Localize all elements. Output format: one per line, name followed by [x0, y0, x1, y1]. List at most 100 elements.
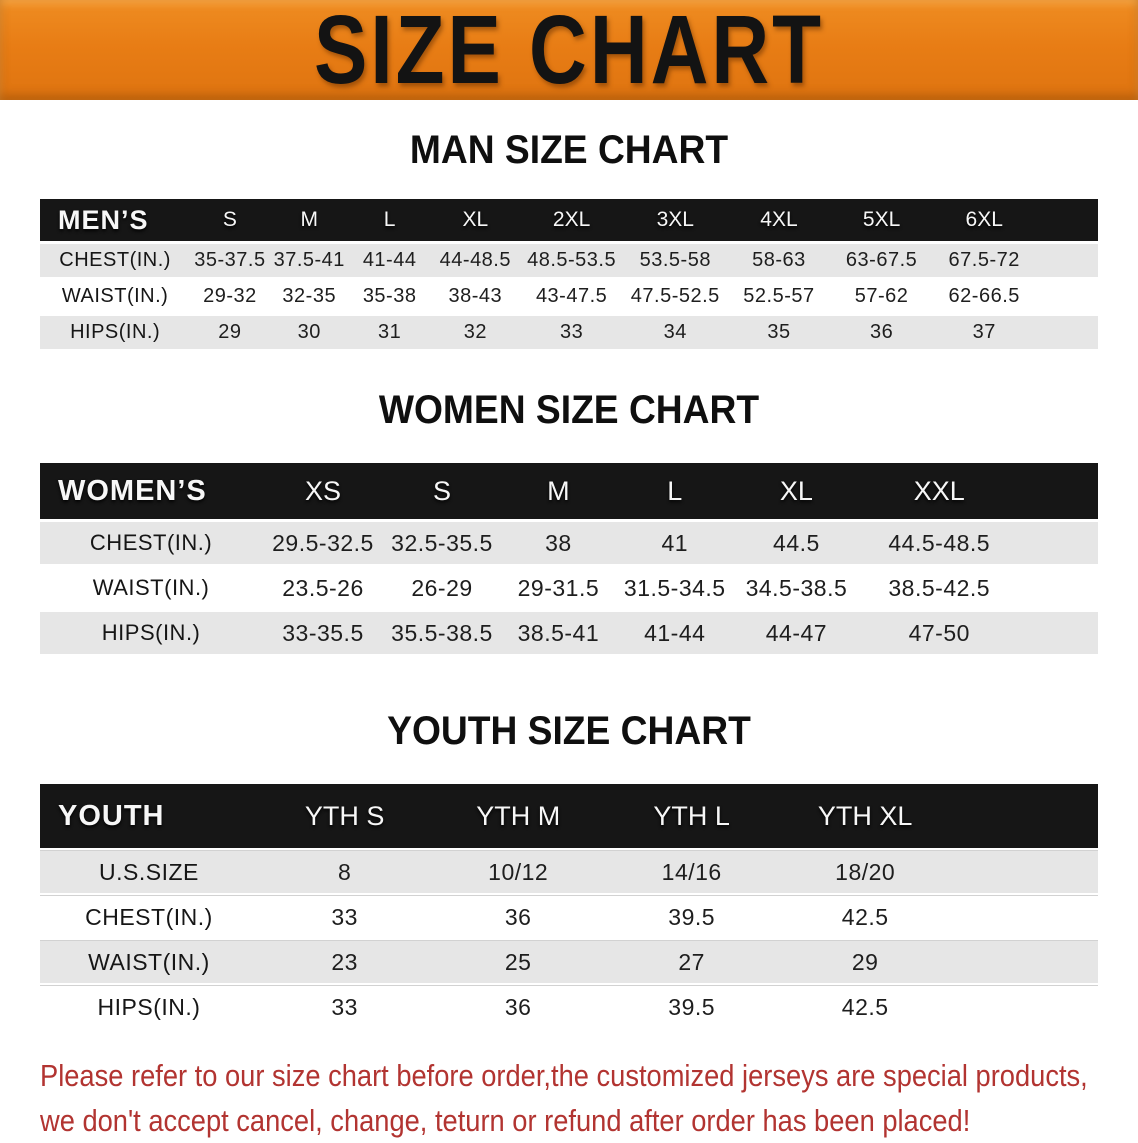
size-value: 35-37.5: [194, 249, 266, 271]
size-value: 14/16: [661, 858, 722, 885]
table-corner-label: WOMEN’S: [40, 463, 263, 519]
women-section-heading: WOMEN SIZE CHART: [378, 388, 760, 432]
size-value: 37.5-41: [273, 249, 345, 271]
size-value: 44-48.5: [439, 249, 511, 271]
table-row: HIPS(IN.) 33 36 39.5 42.5: [40, 986, 1098, 1028]
size-value: 29: [218, 321, 242, 343]
size-column-header: 6XL: [932, 199, 1036, 241]
row-spacer: [1019, 612, 1098, 654]
banner: SIZE CHART: [0, 0, 1138, 100]
size-value: 44-47: [765, 619, 828, 646]
size-column-header: L: [348, 199, 431, 241]
size-value: 32: [463, 321, 487, 343]
size-value: 36: [869, 321, 894, 343]
size-column-header: 5XL: [830, 199, 933, 241]
size-value: 44.5-48.5: [888, 529, 991, 556]
row-spacer: [952, 896, 1098, 938]
size-column-header: S: [190, 199, 270, 241]
youth-size-table: YOUTH YTH S YTH M YTH L YTH XL U.S.SIZE 8 10/12…: [40, 781, 1098, 1031]
size-value: 48.5-53.5: [527, 249, 617, 271]
table-row: CHEST(IN.) 33 36 39.5 42.5: [40, 896, 1098, 938]
size-column-header: XXL: [859, 463, 1019, 519]
size-value: 33-35.5: [282, 619, 364, 646]
size-value: 32.5-35.5: [391, 529, 493, 556]
size-column-header: YTH XL: [778, 784, 952, 848]
size-value: 29.5-32.5: [272, 529, 374, 556]
size-value: 38.5-42.5: [888, 574, 991, 601]
table-corner-label: YOUTH: [40, 784, 258, 848]
size-value: 47-50: [908, 619, 970, 646]
footer-note: Please refer to our size chart before or…: [40, 1053, 1118, 1143]
youth-section-heading: YOUTH SIZE CHART: [387, 709, 751, 753]
table-row: HIPS(IN.) 29 30 31 32 33 34 35 36 37: [40, 316, 1098, 349]
size-value: 32-35: [282, 285, 337, 307]
row-label: HIPS(IN.): [101, 620, 201, 645]
size-column-header: 2XL: [520, 199, 623, 241]
row-spacer: [952, 941, 1098, 983]
row-spacer: [1036, 280, 1098, 313]
size-column-header: XL: [430, 199, 521, 241]
size-column-header: 3XL: [622, 199, 728, 241]
youth-table: YOUTH YTH S YTH M YTH L YTH XL U.S.SIZE 8 10/12…: [40, 781, 1098, 1031]
size-value: 18/20: [835, 858, 896, 885]
size-value: 38: [545, 529, 572, 556]
row-label: CHEST(IN.): [89, 530, 213, 555]
row-spacer: [952, 851, 1098, 893]
size-value: 31: [378, 321, 402, 343]
men-size-table: MEN’S S M L XL 2XL 3XL 4XL 5XL 6XL CHEST(IN.) 35-37…: [40, 196, 1098, 352]
row-label: CHEST(IN.): [59, 249, 171, 271]
size-value: 63-67.5: [845, 249, 918, 271]
header-spacer: [1035, 199, 1098, 241]
size-value: 37: [972, 321, 996, 343]
size-value: 36: [504, 993, 532, 1020]
row-label: CHEST(IN.): [85, 903, 213, 930]
header-row: MEN’S S M L XL 2XL 3XL 4XL 5XL 6XL: [40, 199, 1098, 241]
row-label: WAIST(IN.): [92, 575, 210, 600]
size-value: 35: [767, 321, 791, 343]
size-value: 33: [331, 993, 358, 1020]
size-column-header: XS: [262, 463, 384, 519]
table-row: WAIST(IN.) 23 25 27 29: [40, 941, 1098, 983]
size-column-header: M: [269, 199, 349, 241]
row-spacer: [1019, 567, 1098, 609]
size-value: 39.5: [668, 903, 716, 930]
table-row: CHEST(IN.) 29.5-32.5 32.5-35.5 38 41 44.5 44.5…: [40, 522, 1098, 564]
size-value: 41-44: [644, 619, 706, 646]
size-value: 35.5-38.5: [391, 619, 493, 646]
size-value: 52.5-57: [743, 285, 815, 307]
size-value: 67.5-72: [948, 249, 1020, 271]
row-label: U.S.SIZE: [99, 858, 199, 885]
size-value: 8: [338, 858, 352, 885]
size-value: 26-29: [411, 574, 473, 601]
size-value: 41: [661, 529, 689, 556]
size-column-header: XL: [732, 463, 860, 519]
size-value: 23.5-26: [282, 574, 364, 601]
row-spacer: [952, 986, 1098, 1028]
women-size-table: WOMEN’S XS S M L XL XXL CHEST(IN.) 29.5-32.5 32.5…: [40, 460, 1098, 657]
row-label: WAIST(IN.): [88, 948, 210, 975]
size-value: 39.5: [668, 993, 716, 1020]
size-value: 47.5-52.5: [630, 285, 720, 307]
size-value: 29-31.5: [517, 574, 600, 601]
size-value: 44.5: [773, 529, 820, 556]
size-value: 34.5-38.5: [745, 574, 848, 601]
size-value: 57-62: [854, 285, 909, 307]
size-value: 36: [504, 903, 532, 930]
row-spacer: [1036, 316, 1098, 349]
size-value: 29: [851, 948, 879, 975]
table-corner-label: MEN’S: [40, 199, 191, 241]
size-value: 62-66.5: [948, 285, 1020, 307]
size-value: 34: [663, 321, 687, 343]
size-value: 30: [297, 321, 321, 343]
size-column-header: YTH S: [257, 784, 432, 848]
size-value: 53.5-58: [639, 249, 711, 271]
row-label: HIPS(IN.): [97, 993, 201, 1020]
size-value: 31.5-34.5: [623, 574, 726, 601]
banner-title: SIZE CHART: [314, 0, 824, 104]
size-column-header: YTH L: [604, 784, 779, 848]
size-column-header: YTH M: [431, 784, 605, 848]
row-spacer: [1019, 522, 1098, 564]
header-row: WOMEN’S XS S M L XL XXL: [40, 463, 1098, 519]
size-column-header: S: [383, 463, 501, 519]
table-row: HIPS(IN.) 33-35.5 35.5-38.5 38.5-41 41-44 44-…: [40, 612, 1098, 654]
